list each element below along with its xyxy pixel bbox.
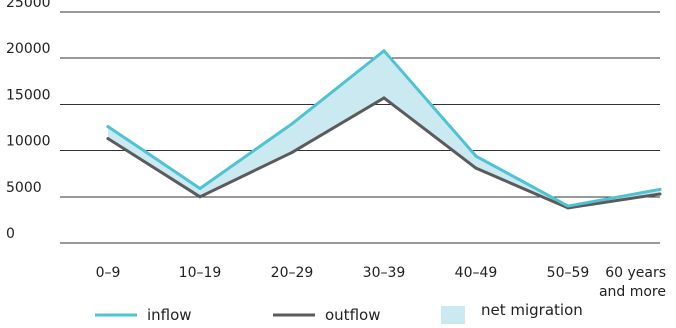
inflow-point [106,125,110,129]
legend-outflow-label: outflow [325,306,380,324]
inflow-point [382,49,386,53]
inflow-point [474,154,478,158]
x-tick-label: 30–39 [363,265,406,281]
y-tick-label: 25000 [6,0,51,11]
outflow-point [290,150,294,154]
inflow-point [198,186,202,190]
x-tick-label: 10–19 [179,265,222,281]
legend-inflow-label: inflow [147,306,192,324]
net-migration-area [108,50,660,208]
inflow-point [566,204,570,208]
x-tick-label: 50–59 [547,265,590,281]
y-tick-label: 0 [6,226,15,242]
y-tick-label: 15000 [6,87,51,103]
legend-net-migration-label: net migration [481,301,583,319]
outflow-point [658,192,662,196]
outflow-point [106,137,110,141]
series-layer [106,49,662,210]
x-tick-label: 60 years and more [599,265,666,300]
area-layer [108,50,660,208]
outflow-line [106,96,662,210]
x-tick-label: 0–9 [96,265,121,281]
axis-layer: 0 5000 10000 15000 20000 25000 0–9 10–19 20–29 30… [6,0,666,300]
outflow-point [382,96,386,100]
y-tick-label: 5000 [6,180,42,196]
legend: inflow outflow net migration [95,301,583,324]
x-tick-label: 20–29 [271,265,314,281]
outflow-point [474,166,478,170]
outflow-point [198,195,202,199]
inflow-point [290,122,294,126]
y-tick-label: 20000 [6,41,51,57]
grid-layer [60,11,660,244]
y-tick-label: 10000 [6,134,51,150]
inflow-point [658,187,662,191]
x-tick-label: 40–49 [455,265,498,281]
legend-net-migration-swatch [441,306,465,324]
